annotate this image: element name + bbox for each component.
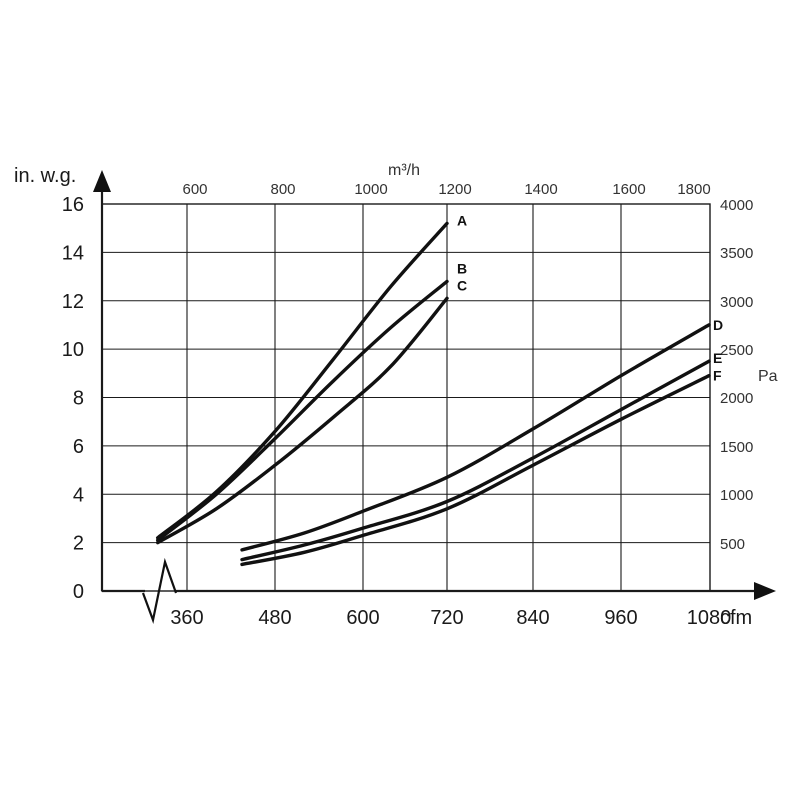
- pa-tick-label: 4000: [720, 197, 753, 214]
- x-tick-label: 360: [170, 607, 203, 629]
- y-tick-label: 14: [62, 242, 84, 264]
- series-line-c: [156, 296, 449, 545]
- series-line-d: [240, 323, 711, 552]
- pa-tick-label: 3000: [720, 294, 753, 311]
- series-label-f: F: [713, 368, 722, 384]
- pa-tick-label: 2000: [720, 390, 753, 407]
- y-tick-label: 0: [73, 581, 84, 603]
- pa-tick-label: 3500: [720, 245, 753, 262]
- pa-tick-label: 1000: [720, 487, 753, 504]
- y-tick-label: 4: [73, 484, 84, 506]
- x-tick-label: 960: [604, 607, 637, 629]
- top-tick-label: 1800: [677, 181, 710, 198]
- top-tick-label: 1200: [438, 181, 471, 198]
- x-axis-unit: cfm: [720, 607, 752, 629]
- pa-tick-label: 1500: [720, 439, 753, 456]
- series-line-b: [156, 279, 449, 542]
- pa-tick-label: 2500: [720, 342, 753, 359]
- y-tick-label: 2: [73, 533, 84, 555]
- series-label-b: B: [457, 260, 467, 276]
- top-tick-label: 1600: [612, 181, 645, 198]
- y-tick-label: 12: [62, 291, 84, 313]
- y-tick-label: 10: [62, 339, 84, 361]
- top-tick-label: 600: [182, 181, 207, 198]
- top-tick-label: 1000: [354, 181, 387, 198]
- x-tick-label: 1080: [687, 607, 732, 629]
- top-tick-label: 800: [270, 181, 295, 198]
- x-tick-label: 600: [346, 607, 379, 629]
- top-tick-label: 1400: [524, 181, 557, 198]
- axis-break-icon: [141, 557, 178, 624]
- series-label-c: C: [457, 277, 467, 293]
- x-axis-arrow-icon: [754, 582, 776, 600]
- y-tick-label: 6: [73, 436, 84, 458]
- grid: [101, 203, 711, 592]
- x-tick-label: 840: [516, 607, 549, 629]
- series-line-e: [240, 359, 711, 562]
- top-axis-unit: m³/h: [388, 162, 420, 179]
- x-tick-label: 480: [258, 607, 291, 629]
- series-label-e: E: [713, 350, 722, 366]
- pa-tick-label: 500: [720, 536, 745, 553]
- y-axis-arrow-icon: [93, 170, 111, 192]
- x-tick-label: 720: [430, 607, 463, 629]
- labels: 16 14 12 10 8 6 4 2 0 360 480 600 720 840 960 1080 600 80…: [62, 181, 754, 629]
- y-axis-unit: in. w.g.: [14, 165, 76, 187]
- axes: [93, 170, 776, 624]
- series: [156, 221, 711, 567]
- series-line-f: [240, 374, 711, 567]
- series-line-a: [156, 221, 449, 540]
- right-axis-unit: Pa: [758, 368, 778, 385]
- series-label-a: A: [457, 212, 467, 228]
- y-tick-label: 8: [73, 388, 84, 410]
- series-label-d: D: [713, 317, 723, 333]
- y-tick-label: 16: [62, 194, 84, 216]
